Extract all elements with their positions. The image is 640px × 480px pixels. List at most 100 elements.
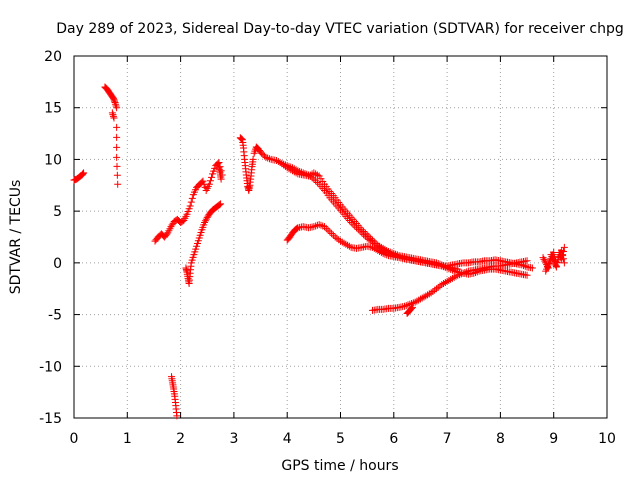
data-point bbox=[408, 304, 416, 312]
data-point bbox=[463, 268, 471, 276]
data-point bbox=[459, 269, 467, 277]
data-point bbox=[418, 294, 426, 302]
data-point bbox=[447, 275, 455, 283]
data-point bbox=[554, 256, 562, 264]
data-point bbox=[108, 109, 116, 117]
x-tick-label: 3 bbox=[229, 431, 238, 447]
data-point bbox=[367, 237, 375, 245]
y-tick-label: 20 bbox=[44, 49, 62, 65]
data-point bbox=[441, 263, 449, 271]
data-point bbox=[303, 170, 311, 178]
data-point bbox=[361, 232, 369, 240]
data-point bbox=[283, 162, 291, 170]
data-point bbox=[404, 301, 412, 309]
data-point bbox=[297, 168, 305, 176]
data-point bbox=[461, 269, 469, 277]
y-tick-label: -5 bbox=[48, 308, 62, 324]
data-point bbox=[368, 243, 376, 251]
data-point bbox=[448, 274, 456, 282]
data-point bbox=[365, 235, 373, 243]
data-point bbox=[416, 295, 424, 303]
data-point bbox=[402, 302, 410, 310]
data-point bbox=[208, 173, 216, 181]
x-tick-label: 8 bbox=[496, 431, 505, 447]
data-point bbox=[215, 201, 223, 209]
data-point bbox=[351, 222, 359, 230]
data-point bbox=[289, 164, 297, 172]
data-point bbox=[523, 271, 531, 279]
data-point bbox=[338, 238, 346, 246]
data-point bbox=[374, 246, 382, 254]
data-point bbox=[310, 175, 318, 183]
data-point bbox=[345, 242, 353, 250]
data-point bbox=[113, 153, 121, 161]
chart-title: Day 289 of 2023, Sidereal Day-to-day VTE… bbox=[56, 21, 624, 37]
x-tick-label: 7 bbox=[443, 431, 452, 447]
data-point bbox=[528, 264, 536, 272]
grid-lines bbox=[74, 56, 607, 418]
y-tick-label: -15 bbox=[39, 411, 62, 427]
data-point bbox=[111, 99, 119, 107]
data-point bbox=[238, 135, 246, 143]
data-point bbox=[273, 156, 281, 164]
data-point bbox=[415, 296, 423, 304]
data-point bbox=[352, 224, 360, 232]
data-point bbox=[434, 283, 442, 291]
data-point bbox=[110, 114, 118, 122]
x-axis-label: GPS time / hours bbox=[281, 458, 398, 474]
data-point bbox=[333, 234, 341, 242]
data-point bbox=[187, 198, 195, 206]
data-point bbox=[276, 159, 284, 167]
data-point bbox=[370, 244, 378, 252]
data-point bbox=[363, 234, 371, 242]
data-point bbox=[312, 222, 320, 230]
data-point bbox=[440, 280, 448, 288]
data-point bbox=[340, 239, 348, 247]
data-point bbox=[285, 162, 293, 170]
data-point bbox=[201, 217, 209, 225]
y-tick-label: 0 bbox=[53, 256, 62, 272]
x-tick-label: 1 bbox=[123, 431, 132, 447]
data-point bbox=[217, 200, 225, 208]
data-point bbox=[445, 276, 453, 284]
data-point bbox=[274, 157, 282, 165]
data-point bbox=[306, 172, 314, 180]
data-point bbox=[559, 251, 567, 259]
data-point bbox=[342, 240, 350, 248]
data-point bbox=[425, 290, 433, 298]
data-point bbox=[113, 171, 121, 179]
data-point bbox=[443, 277, 451, 285]
data-point bbox=[431, 286, 439, 294]
data-point bbox=[287, 163, 295, 171]
x-tick-label: 0 bbox=[70, 431, 79, 447]
x-tick-label: 2 bbox=[176, 431, 185, 447]
data-point bbox=[553, 259, 561, 267]
data-point bbox=[313, 171, 321, 179]
data-point bbox=[315, 221, 323, 229]
data-point bbox=[216, 201, 224, 209]
data-point bbox=[317, 221, 325, 229]
data-point bbox=[79, 170, 87, 178]
data-point bbox=[360, 231, 368, 239]
data-point bbox=[328, 230, 336, 238]
y-tick-label: 15 bbox=[44, 101, 62, 117]
data-point bbox=[372, 245, 380, 253]
data-point bbox=[265, 155, 273, 163]
data-point bbox=[324, 226, 332, 234]
data-point bbox=[80, 169, 88, 177]
data-point bbox=[113, 104, 121, 112]
data-point bbox=[312, 170, 320, 178]
data-point bbox=[321, 223, 329, 231]
data-point bbox=[326, 228, 334, 236]
data-point bbox=[217, 175, 225, 183]
data-point bbox=[452, 272, 460, 280]
data-point bbox=[111, 97, 119, 105]
data-point bbox=[296, 167, 304, 175]
data-point bbox=[206, 177, 214, 185]
data-point bbox=[264, 154, 272, 162]
data-point bbox=[329, 231, 337, 239]
x-tick-label: 6 bbox=[389, 431, 398, 447]
data-point bbox=[337, 237, 344, 245]
y-tick-label: 5 bbox=[53, 204, 62, 220]
